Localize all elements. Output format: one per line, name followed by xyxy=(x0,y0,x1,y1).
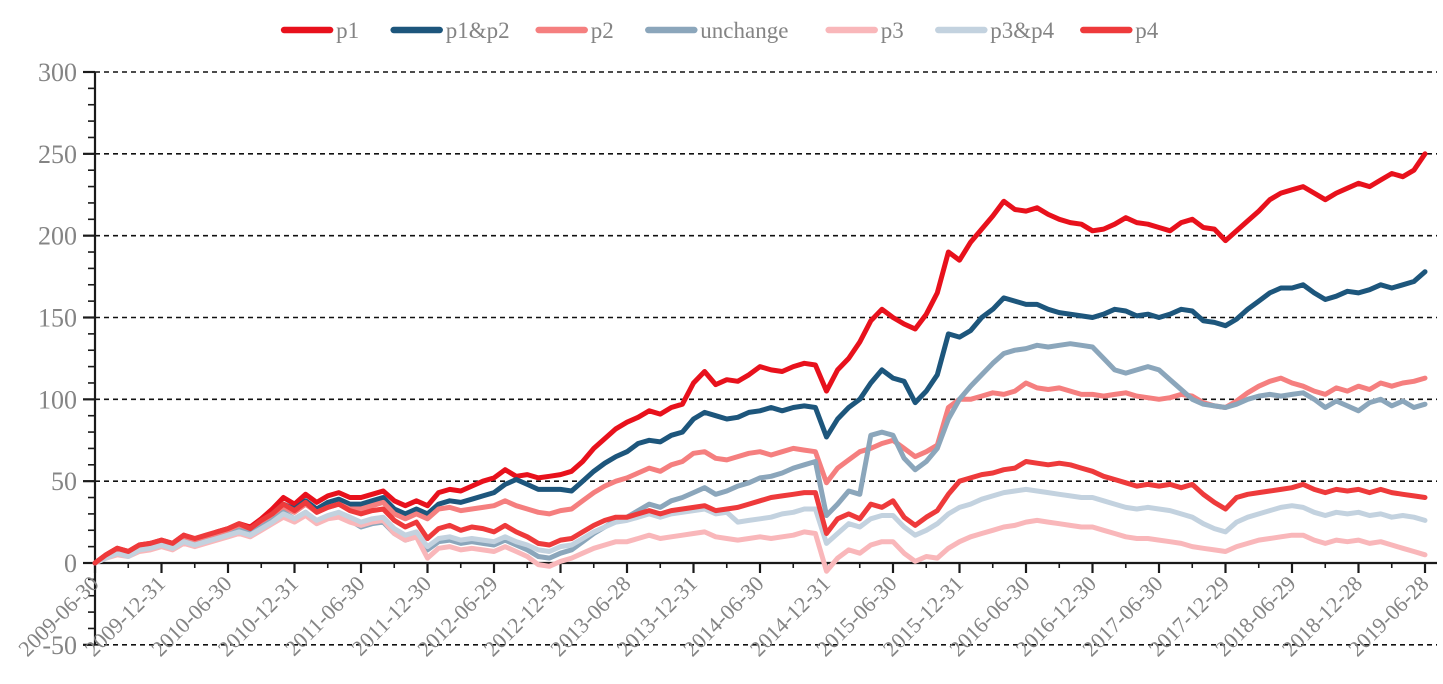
y-tick-label-50: 50 xyxy=(51,467,77,496)
legend-label-p4: p4 xyxy=(1135,18,1159,43)
series-line-p3 xyxy=(92,513,1428,574)
legend-label-p3: p3 xyxy=(881,18,904,43)
series-line-p1 xyxy=(92,151,1428,566)
legend-label-p2: p2 xyxy=(591,18,614,43)
legend-label-p1: p1 xyxy=(336,18,359,43)
series-line-p3&p4 xyxy=(92,486,1428,566)
legend-label-unchange: unchange xyxy=(700,18,788,43)
y-tick-label-150: 150 xyxy=(38,304,77,333)
y-tick-label-100: 100 xyxy=(38,385,77,414)
y-tick-label-250: 250 xyxy=(38,140,77,169)
legend-label-p3&p4: p3&p4 xyxy=(990,18,1054,43)
y-tick-label-200: 200 xyxy=(38,222,77,251)
y-tick-label--50: -50 xyxy=(42,631,77,660)
y-tick-label-0: 0 xyxy=(64,549,77,578)
y-tick-label-300: 300 xyxy=(38,58,77,87)
legend-label-p1&p2: p1&p2 xyxy=(446,18,510,43)
series-line-p4 xyxy=(92,459,1428,566)
